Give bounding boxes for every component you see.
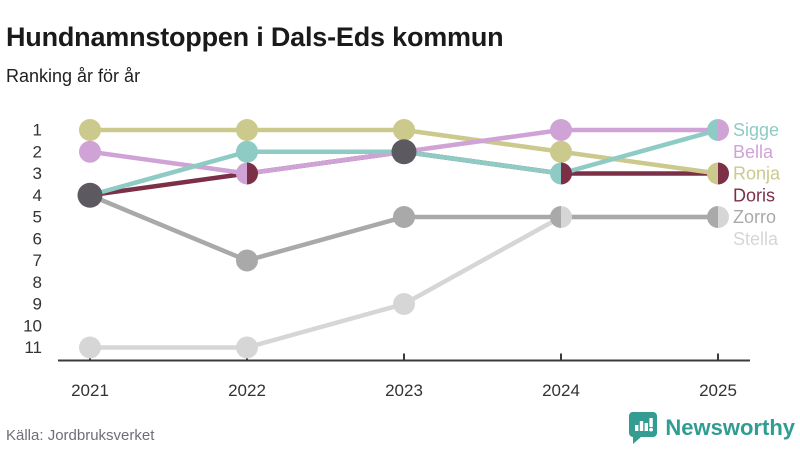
legend-label-bella: Bella bbox=[733, 142, 774, 162]
y-tick-label: 8 bbox=[33, 273, 42, 292]
x-tick-label: 2022 bbox=[228, 381, 266, 400]
y-tick-label: 2 bbox=[33, 142, 42, 161]
data-point bbox=[393, 206, 415, 228]
data-point-split-right bbox=[718, 206, 729, 228]
legend-label-stella: Stella bbox=[733, 229, 779, 249]
y-tick-label: 10 bbox=[23, 316, 42, 335]
y-tick-label: 4 bbox=[33, 186, 42, 205]
x-tick-label: 2021 bbox=[71, 381, 109, 400]
data-point bbox=[236, 336, 258, 359]
chart-title: Hundnamnstoppen i Dals-Eds kommun bbox=[6, 22, 504, 53]
y-tick-label: 5 bbox=[33, 208, 42, 227]
data-point-split-left bbox=[236, 162, 247, 185]
data-point bbox=[79, 140, 101, 163]
y-tick-label: 3 bbox=[33, 164, 42, 183]
data-point-tie bbox=[391, 139, 417, 165]
x-tick-label: 2024 bbox=[542, 381, 580, 400]
data-point-split-right bbox=[561, 162, 572, 185]
data-point-split-right bbox=[718, 119, 729, 141]
y-tick-label: 1 bbox=[33, 121, 42, 140]
newsworthy-logo-icon bbox=[629, 411, 658, 444]
data-point bbox=[550, 140, 572, 163]
data-point bbox=[236, 140, 258, 163]
data-point bbox=[393, 293, 415, 315]
data-point bbox=[79, 336, 101, 359]
y-tick-label: 7 bbox=[33, 251, 42, 270]
legend-label-zorro: Zorro bbox=[733, 207, 776, 227]
data-point bbox=[236, 119, 258, 141]
legend-label-sigge: Sigge bbox=[733, 120, 779, 140]
data-point bbox=[393, 119, 415, 141]
y-tick-label: 9 bbox=[33, 295, 42, 314]
data-point bbox=[79, 119, 101, 141]
x-tick-label: 2025 bbox=[699, 381, 737, 400]
data-point-split-right bbox=[718, 162, 729, 185]
data-point-split-right bbox=[247, 162, 258, 185]
data-point bbox=[550, 119, 572, 141]
data-point bbox=[236, 249, 258, 272]
newsworthy-wordmark: Newsworthy bbox=[665, 414, 795, 440]
source-note: Källa: Jordbruksverket bbox=[6, 427, 155, 444]
data-point-split-right bbox=[561, 206, 572, 228]
legend-label-ronja: Ronja bbox=[733, 164, 781, 184]
data-point-split-left bbox=[707, 206, 718, 228]
x-tick-label: 2023 bbox=[385, 381, 423, 400]
data-point-split-left bbox=[707, 162, 718, 185]
y-tick-label: 11 bbox=[24, 338, 42, 357]
legend-label-doris: Doris bbox=[733, 185, 775, 205]
data-point-split-left bbox=[550, 162, 561, 185]
newsworthy-logo[interactable]: Newsworthy bbox=[629, 411, 795, 444]
data-point-tie bbox=[77, 182, 103, 208]
chart-subtitle: Ranking år för år bbox=[6, 66, 141, 86]
data-point-split-left bbox=[707, 119, 718, 141]
data-point-split-left bbox=[550, 206, 561, 228]
y-tick-label: 6 bbox=[33, 229, 42, 248]
